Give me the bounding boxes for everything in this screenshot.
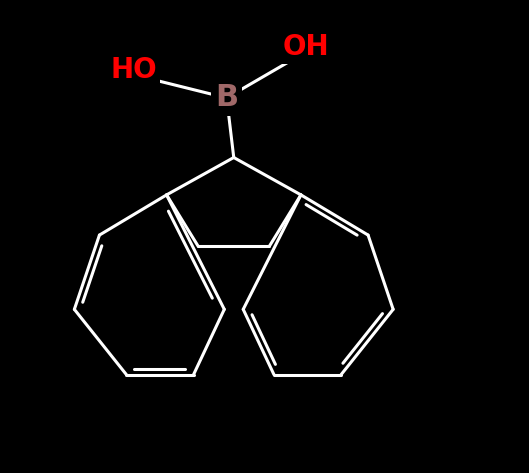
Text: B: B (215, 83, 238, 113)
Text: HO: HO (110, 56, 157, 84)
Text: OH: OH (282, 33, 329, 61)
